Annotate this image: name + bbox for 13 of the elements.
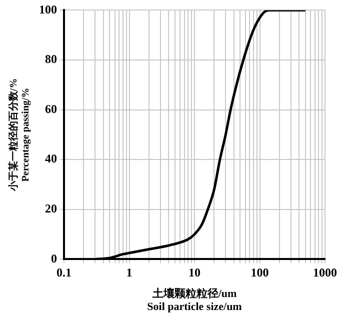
y-tick-label: 60 [45,102,57,116]
x-tick-label: 10 [188,265,200,280]
y-axis-title: 小于某一粒径的百分数/% Percentage passing/% [8,78,32,192]
y-tick-label: 40 [45,152,57,166]
y-tick-label: 80 [45,52,57,66]
y-tick-label: 100 [39,2,57,16]
x-tick-label: 1 [126,265,132,280]
x-axis-title: 土壤颗粒粒径/um Soil particle size/um [147,287,242,314]
x-tick-label: 0.1 [56,265,72,280]
x-tick-label: 1000 [313,265,337,280]
y-tick-label: 0 [51,251,57,266]
y-tick-label: 20 [45,201,57,216]
x-tick-label: 100 [250,265,269,280]
